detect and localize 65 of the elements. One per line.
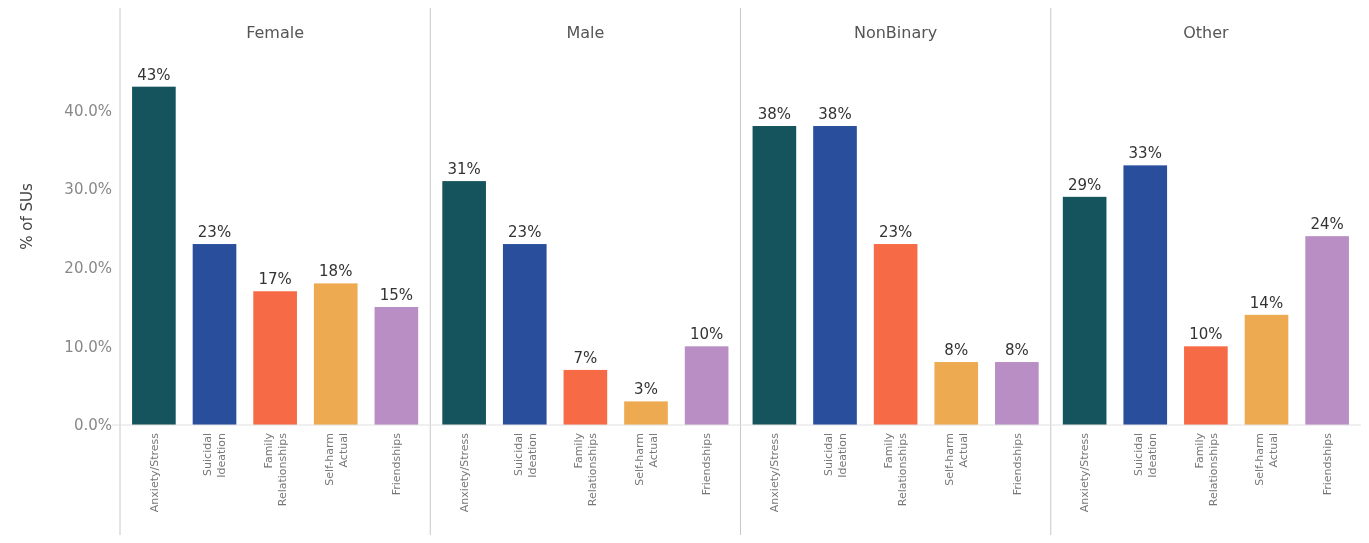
y-tick-label: 40.0% — [64, 101, 112, 120]
data-label: 43% — [137, 65, 171, 84]
x-tick-label: Friendships — [700, 432, 714, 496]
data-label: 23% — [878, 223, 913, 242]
data-label: 23% — [508, 223, 542, 242]
text: Male — [566, 23, 605, 42]
data-label: 18% — [319, 262, 353, 281]
data-label: 38% — [818, 105, 852, 124]
data-label: 10% — [1189, 325, 1223, 344]
bar — [132, 86, 176, 425]
x-tick-label: Suicidal Ideation — [1132, 432, 1160, 478]
x-tick-label: Suicidal Ideation — [201, 432, 229, 478]
data-label: 3% — [634, 380, 658, 399]
x-tick-label: Self-harm Actual — [632, 433, 660, 486]
bar — [1123, 165, 1168, 425]
y-tick-label: 10.0% — [64, 337, 112, 356]
data-label: 15% — [379, 285, 414, 304]
bar — [1184, 346, 1228, 425]
x-tick-label: Friendships — [390, 432, 404, 496]
data-label: 8% — [1004, 341, 1029, 360]
data-label: 38% — [757, 105, 792, 124]
x-tick-label: Anxiety/Stress — [147, 432, 161, 513]
bar — [502, 244, 547, 425]
x-tick-label: Suicidal Ideation — [511, 432, 539, 478]
text: Other — [1183, 23, 1230, 42]
x-tick-label: Self-harm Actual — [1253, 433, 1281, 486]
bar — [1244, 314, 1289, 425]
x-tick-label: Anxiety/Stress — [457, 432, 471, 513]
data-label: 8% — [944, 341, 969, 360]
text: Female — [246, 23, 305, 42]
x-tick-label: Anxiety/Stress — [1078, 432, 1092, 513]
data-label: 10% — [689, 325, 724, 344]
x-tick-label: Family Relationships — [572, 432, 600, 507]
bar — [374, 306, 419, 425]
x-tick-label: Family Relationships — [261, 432, 289, 507]
y-tick-label: 30.0% — [64, 180, 112, 199]
y-tick-label: 20.0% — [64, 258, 112, 277]
bar — [1062, 196, 1107, 425]
y-tick-label: 0.0% — [73, 416, 112, 435]
x-tick-label: Self-harm Actual — [322, 433, 350, 486]
bar — [313, 283, 358, 425]
data-label: 29% — [1067, 175, 1102, 194]
x-tick-label: Suicidal Ideation — [821, 432, 849, 478]
x-tick-label: Friendships — [1010, 432, 1024, 496]
x-tick-label: Anxiety/Stress — [768, 432, 782, 513]
data-label: 33% — [1128, 144, 1162, 163]
bar — [192, 244, 237, 425]
bar — [624, 401, 668, 425]
text: NonBinary — [853, 23, 938, 42]
data-label: 7% — [573, 348, 598, 367]
y-axis-title: % of SUs — [18, 183, 36, 250]
bar — [442, 181, 486, 425]
x-tick-label: Family Relationships — [882, 432, 910, 507]
data-label: 24% — [1310, 215, 1344, 234]
bar — [563, 369, 608, 425]
x-tick-label: Self-harm Actual — [943, 433, 971, 486]
data-label: 23% — [197, 223, 232, 242]
data-label: 17% — [258, 270, 292, 289]
x-tick-label: Family Relationships — [1192, 432, 1220, 507]
bar — [253, 291, 297, 425]
x-tick-label: Friendships — [1320, 432, 1334, 496]
data-label: 14% — [1249, 293, 1284, 312]
bar — [684, 346, 729, 425]
data-label: 31% — [447, 160, 481, 179]
bar — [1305, 236, 1349, 425]
